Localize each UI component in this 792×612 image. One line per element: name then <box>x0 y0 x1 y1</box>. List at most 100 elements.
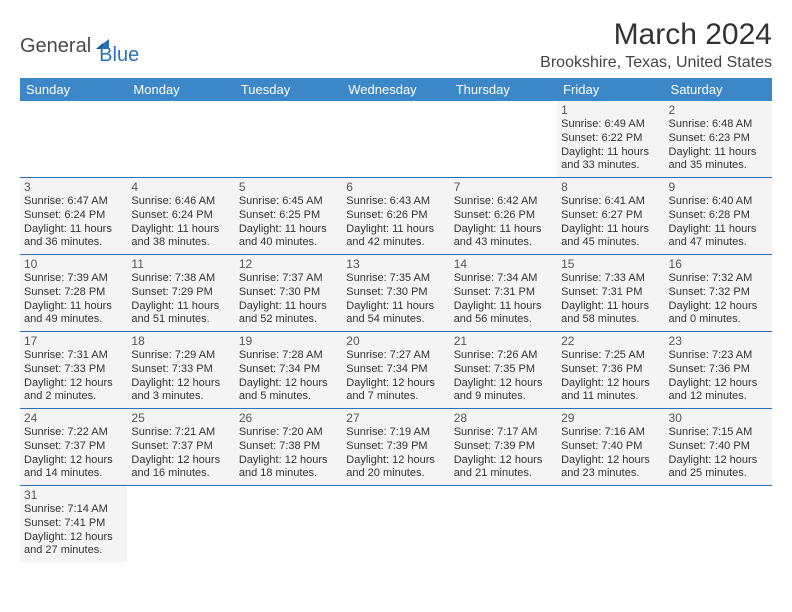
day-number: 10 <box>24 257 123 271</box>
header-sunday: Sunday <box>20 78 127 101</box>
calendar-cell <box>450 486 557 563</box>
day-number: 18 <box>131 334 230 348</box>
day-sunrise: Sunrise: 7:23 AM <box>669 349 768 363</box>
day-number: 7 <box>454 180 553 194</box>
day-sunrise: Sunrise: 7:27 AM <box>346 349 445 363</box>
calendar-cell <box>450 101 557 178</box>
day-number: 6 <box>346 180 445 194</box>
day-daylight2: and 52 minutes. <box>239 313 338 327</box>
calendar-cell: 8Sunrise: 6:41 AMSunset: 6:27 PMDaylight… <box>557 178 664 255</box>
calendar-cell: 23Sunrise: 7:23 AMSunset: 7:36 PMDayligh… <box>665 332 772 409</box>
day-number: 30 <box>669 411 768 425</box>
day-sunset: Sunset: 7:31 PM <box>561 286 660 300</box>
day-daylight1: Daylight: 12 hours <box>346 377 445 391</box>
calendar-cell: 9Sunrise: 6:40 AMSunset: 6:28 PMDaylight… <box>665 178 772 255</box>
day-daylight2: and 38 minutes. <box>131 236 230 250</box>
day-sunrise: Sunrise: 7:31 AM <box>24 349 123 363</box>
day-daylight2: and 45 minutes. <box>561 236 660 250</box>
day-sunrise: Sunrise: 7:39 AM <box>24 272 123 286</box>
day-daylight2: and 40 minutes. <box>239 236 338 250</box>
day-sunrise: Sunrise: 6:45 AM <box>239 195 338 209</box>
day-sunrise: Sunrise: 6:48 AM <box>669 118 768 132</box>
day-daylight2: and 5 minutes. <box>239 390 338 404</box>
header-saturday: Saturday <box>665 78 772 101</box>
day-number: 17 <box>24 334 123 348</box>
header-monday: Monday <box>127 78 234 101</box>
header-thursday: Thursday <box>450 78 557 101</box>
day-sunrise: Sunrise: 6:47 AM <box>24 195 123 209</box>
day-daylight2: and 0 minutes. <box>669 313 768 327</box>
calendar-cell: 16Sunrise: 7:32 AMSunset: 7:32 PMDayligh… <box>665 255 772 332</box>
day-daylight1: Daylight: 11 hours <box>239 223 338 237</box>
calendar-cell: 29Sunrise: 7:16 AMSunset: 7:40 PMDayligh… <box>557 409 664 486</box>
day-sunset: Sunset: 7:40 PM <box>561 440 660 454</box>
day-number: 23 <box>669 334 768 348</box>
day-sunrise: Sunrise: 7:32 AM <box>669 272 768 286</box>
day-sunset: Sunset: 6:26 PM <box>454 209 553 223</box>
day-daylight1: Daylight: 11 hours <box>561 300 660 314</box>
day-sunset: Sunset: 7:39 PM <box>346 440 445 454</box>
day-sunset: Sunset: 7:29 PM <box>131 286 230 300</box>
calendar-cell: 14Sunrise: 7:34 AMSunset: 7:31 PMDayligh… <box>450 255 557 332</box>
day-sunset: Sunset: 7:31 PM <box>454 286 553 300</box>
day-sunset: Sunset: 6:25 PM <box>239 209 338 223</box>
day-daylight2: and 9 minutes. <box>454 390 553 404</box>
day-sunset: Sunset: 6:22 PM <box>561 132 660 146</box>
day-number: 12 <box>239 257 338 271</box>
day-sunset: Sunset: 7:39 PM <box>454 440 553 454</box>
day-daylight2: and 14 minutes. <box>24 467 123 481</box>
day-number: 26 <box>239 411 338 425</box>
day-number: 31 <box>24 488 123 502</box>
day-daylight1: Daylight: 11 hours <box>561 146 660 160</box>
logo-text-blue: Blue <box>99 44 139 67</box>
calendar-cell: 18Sunrise: 7:29 AMSunset: 7:33 PMDayligh… <box>127 332 234 409</box>
day-daylight1: Daylight: 11 hours <box>454 300 553 314</box>
day-sunset: Sunset: 7:36 PM <box>669 363 768 377</box>
day-sunset: Sunset: 6:28 PM <box>669 209 768 223</box>
calendar-cell: 22Sunrise: 7:25 AMSunset: 7:36 PMDayligh… <box>557 332 664 409</box>
calendar-cell <box>342 486 449 563</box>
calendar-cell: 19Sunrise: 7:28 AMSunset: 7:34 PMDayligh… <box>235 332 342 409</box>
day-daylight2: and 7 minutes. <box>346 390 445 404</box>
day-daylight2: and 42 minutes. <box>346 236 445 250</box>
day-number: 14 <box>454 257 553 271</box>
logo: General Blue <box>20 26 139 67</box>
day-daylight2: and 33 minutes. <box>561 159 660 173</box>
day-daylight2: and 18 minutes. <box>239 467 338 481</box>
calendar-cell: 10Sunrise: 7:39 AMSunset: 7:28 PMDayligh… <box>20 255 127 332</box>
day-daylight2: and 20 minutes. <box>346 467 445 481</box>
logo-text-general: General <box>20 35 91 58</box>
calendar-cell: 30Sunrise: 7:15 AMSunset: 7:40 PMDayligh… <box>665 409 772 486</box>
day-sunrise: Sunrise: 7:29 AM <box>131 349 230 363</box>
day-sunset: Sunset: 7:32 PM <box>669 286 768 300</box>
calendar-row: 17Sunrise: 7:31 AMSunset: 7:33 PMDayligh… <box>20 332 772 409</box>
day-daylight1: Daylight: 12 hours <box>669 454 768 468</box>
calendar-cell: 31Sunrise: 7:14 AMSunset: 7:41 PMDayligh… <box>20 486 127 563</box>
day-sunrise: Sunrise: 6:40 AM <box>669 195 768 209</box>
month-title: March 2024 <box>540 18 772 52</box>
day-sunrise: Sunrise: 7:14 AM <box>24 503 123 517</box>
day-daylight2: and 25 minutes. <box>669 467 768 481</box>
calendar-cell: 27Sunrise: 7:19 AMSunset: 7:39 PMDayligh… <box>342 409 449 486</box>
day-daylight2: and 43 minutes. <box>454 236 553 250</box>
day-daylight1: Daylight: 11 hours <box>239 300 338 314</box>
calendar-cell <box>557 486 664 563</box>
day-daylight1: Daylight: 12 hours <box>454 377 553 391</box>
calendar-cell <box>235 486 342 563</box>
day-number: 5 <box>239 180 338 194</box>
day-daylight1: Daylight: 12 hours <box>239 377 338 391</box>
calendar-cell <box>20 101 127 178</box>
day-daylight1: Daylight: 12 hours <box>239 454 338 468</box>
calendar-cell: 4Sunrise: 6:46 AMSunset: 6:24 PMDaylight… <box>127 178 234 255</box>
header-tuesday: Tuesday <box>235 78 342 101</box>
calendar-cell: 15Sunrise: 7:33 AMSunset: 7:31 PMDayligh… <box>557 255 664 332</box>
calendar-cell: 21Sunrise: 7:26 AMSunset: 7:35 PMDayligh… <box>450 332 557 409</box>
calendar-cell: 6Sunrise: 6:43 AMSunset: 6:26 PMDaylight… <box>342 178 449 255</box>
day-daylight1: Daylight: 12 hours <box>561 377 660 391</box>
day-number: 24 <box>24 411 123 425</box>
day-number: 15 <box>561 257 660 271</box>
calendar-cell: 1Sunrise: 6:49 AMSunset: 6:22 PMDaylight… <box>557 101 664 178</box>
calendar-row: 31Sunrise: 7:14 AMSunset: 7:41 PMDayligh… <box>20 486 772 563</box>
day-number: 20 <box>346 334 445 348</box>
calendar-row: 10Sunrise: 7:39 AMSunset: 7:28 PMDayligh… <box>20 255 772 332</box>
